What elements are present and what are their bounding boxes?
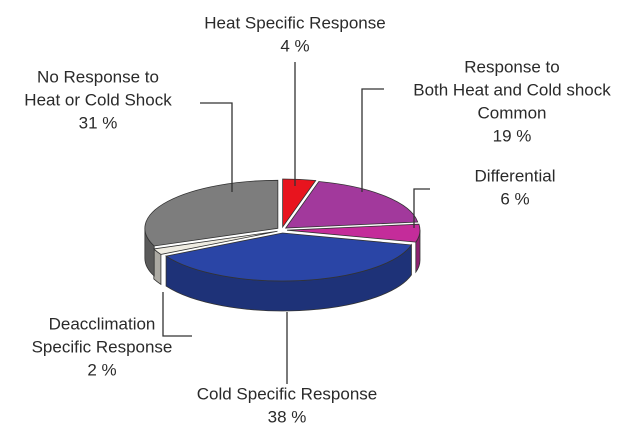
slice-label: Response to <box>464 57 559 76</box>
slice-label: Heat or Cold Shock <box>24 90 172 109</box>
slice <box>152 230 278 255</box>
value-label: 4 % <box>280 36 309 55</box>
slice-label: Cold Specific Response <box>197 384 377 403</box>
slice <box>144 179 279 247</box>
value-label: 31 % <box>79 113 118 132</box>
leader-line <box>162 292 192 337</box>
slice-label: Both Heat and Cold shock <box>413 80 611 99</box>
value-label: 19 % <box>493 126 532 145</box>
slice-label: Deacclimation <box>49 314 156 333</box>
leader-line <box>413 188 430 228</box>
slice <box>286 223 421 243</box>
slice-label: Heat Specific Response <box>204 13 385 32</box>
slice-label: Differential <box>475 166 556 185</box>
value-label: 2 % <box>87 360 116 379</box>
slice <box>284 181 419 229</box>
leader-line <box>200 102 233 192</box>
leader-line <box>361 88 384 192</box>
slice <box>282 178 317 229</box>
slice-label: Specific Response <box>32 337 173 356</box>
value-label: 6 % <box>500 189 529 208</box>
slice-label: Common <box>478 103 547 122</box>
slice <box>165 232 413 282</box>
slice-side <box>153 248 162 286</box>
slice-label: No Response to <box>37 67 159 86</box>
value-label: 38 % <box>268 407 307 425</box>
